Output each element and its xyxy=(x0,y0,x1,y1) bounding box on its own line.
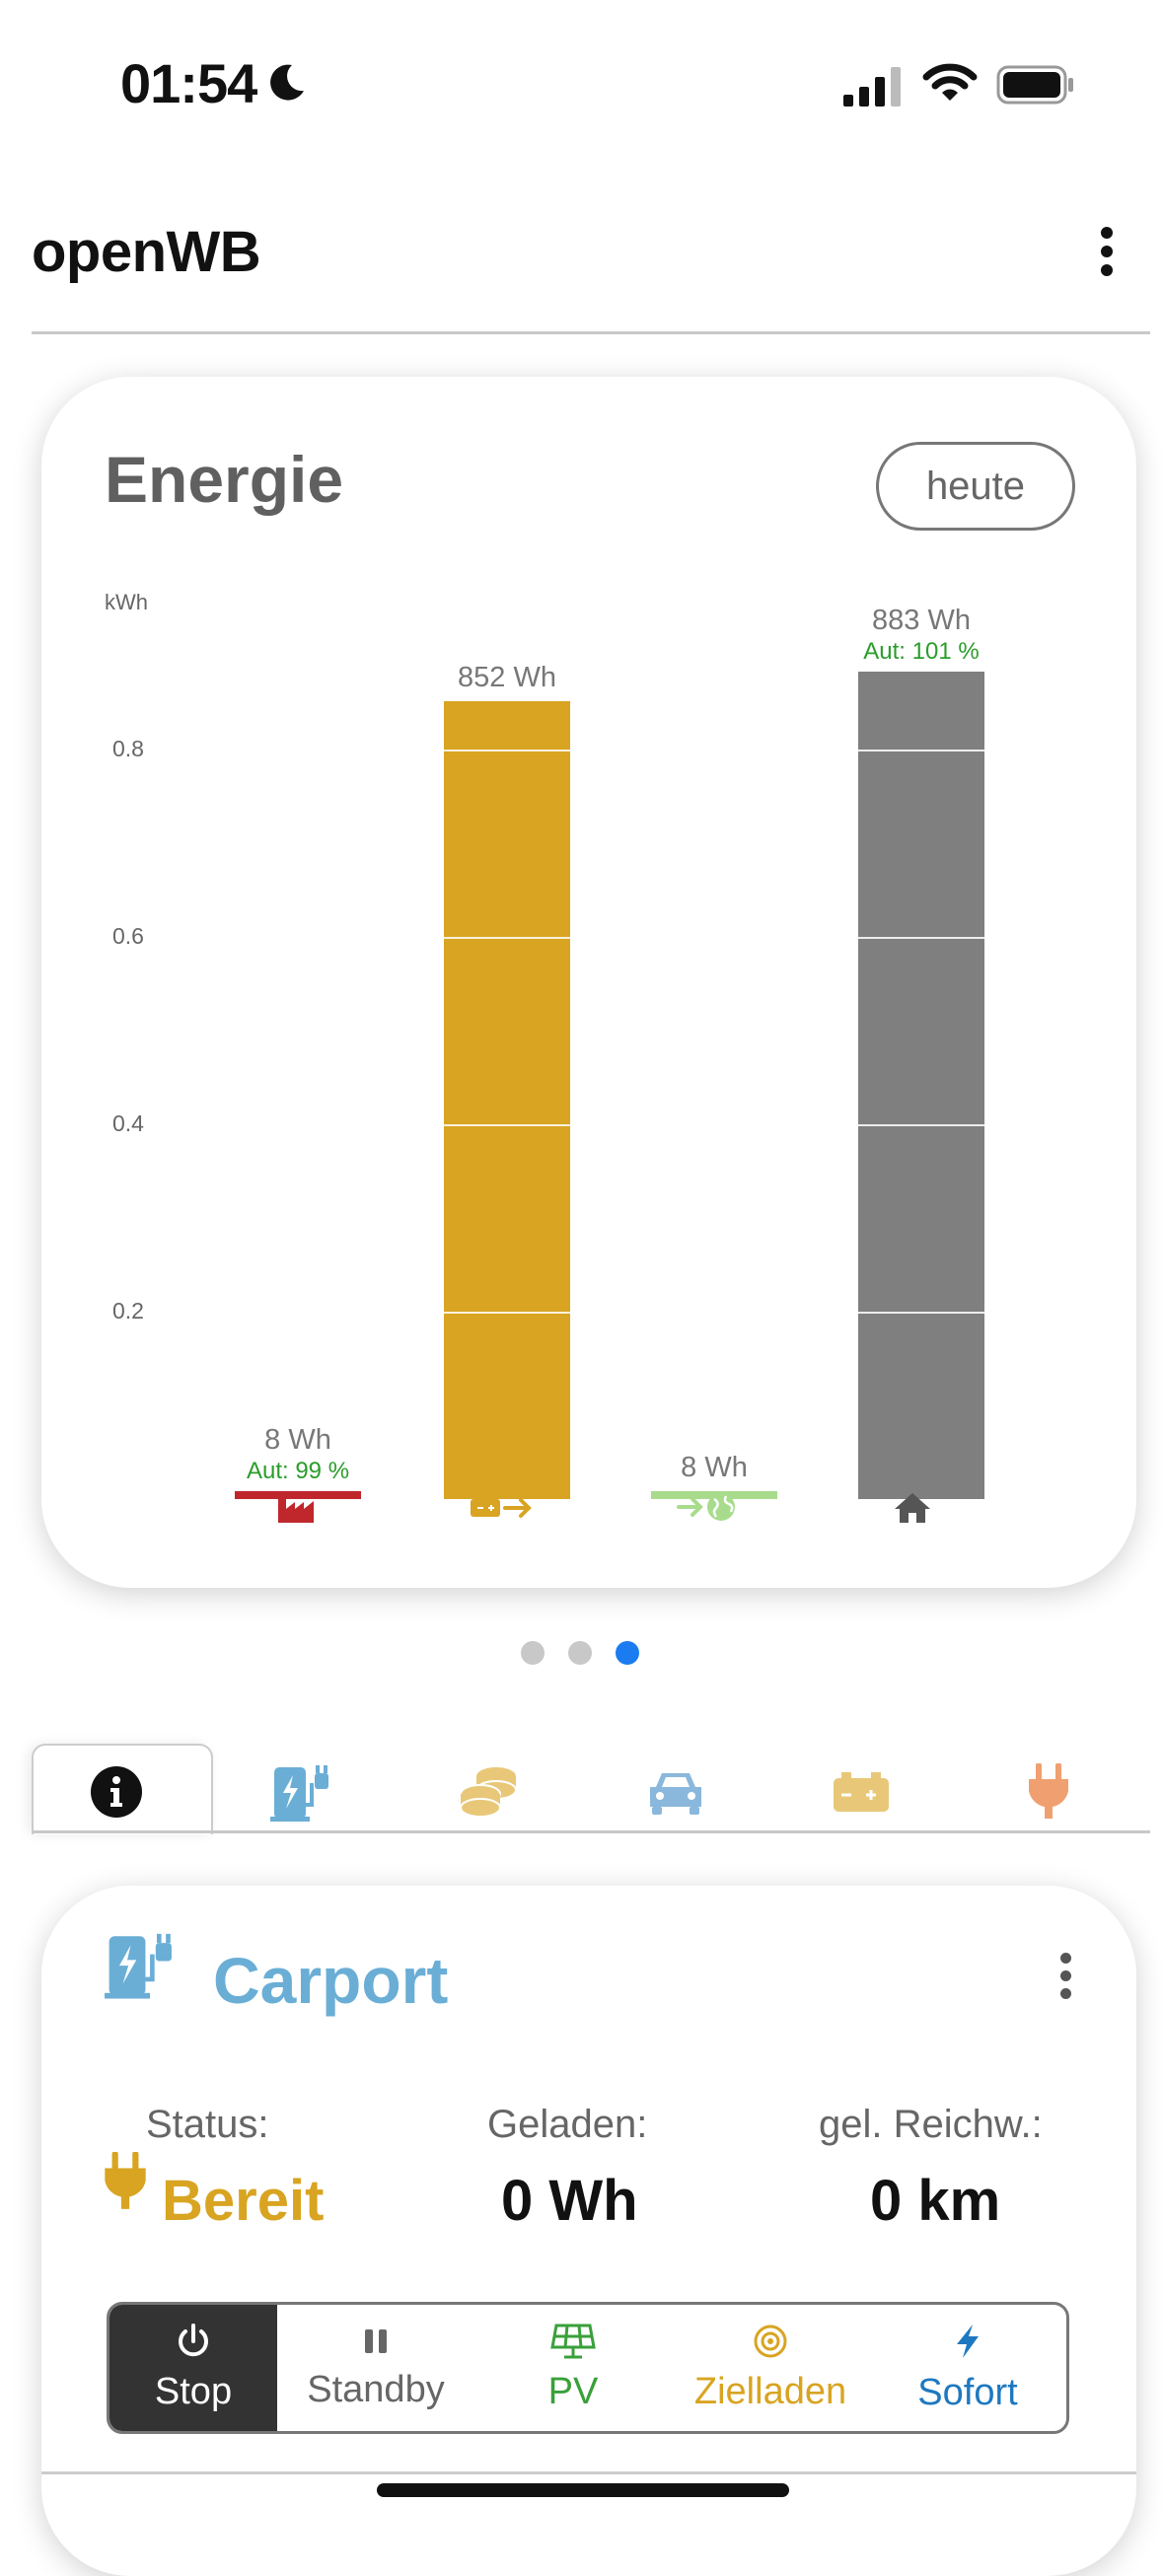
mode-stop-label: Stop xyxy=(154,2370,233,2412)
mode-target-label: Zielladen xyxy=(693,2370,847,2412)
charge-point-icon xyxy=(105,1933,172,1999)
plug-icon xyxy=(105,2152,146,2209)
chargepoint-card xyxy=(41,1886,1136,2576)
power-icon xyxy=(179,2323,208,2356)
charge-point-icon xyxy=(270,1765,328,1822)
charge-mode-selector: Stop Standby PV Zielladen Sofort xyxy=(107,2302,1069,2434)
tab-info-icon[interactable] xyxy=(82,1757,151,1826)
mode-standby-label: Standby xyxy=(307,2368,445,2410)
gridline xyxy=(444,937,570,939)
tab-charge-points[interactable] xyxy=(268,1757,337,1826)
gridline xyxy=(444,750,570,751)
battery-export-icon xyxy=(471,1495,532,1518)
pager-dot[interactable] xyxy=(568,1641,592,1665)
tab-batteries[interactable] xyxy=(827,1757,896,1826)
gridline xyxy=(444,1312,570,1314)
status-label: Status: xyxy=(146,2103,269,2146)
range-label: gel. Reichw.: xyxy=(819,2103,1043,2146)
mode-standby-button[interactable]: Standby xyxy=(277,2305,474,2431)
gridline xyxy=(858,1124,984,1126)
chargepoint-title: Carport xyxy=(213,1944,449,2017)
coins-icon xyxy=(460,1767,517,1818)
y-tick-label: 0.2 xyxy=(112,1298,144,1324)
solar-panel-icon xyxy=(550,2324,596,2358)
bar-value-label: 883 Wh xyxy=(872,605,971,637)
y-tick-label: 0.6 xyxy=(112,923,144,949)
mode-stop-button[interactable]: Stop xyxy=(109,2305,277,2431)
y-axis-unit: kWh xyxy=(105,590,148,614)
plug-icon xyxy=(1029,1763,1068,1819)
tab-costs[interactable] xyxy=(454,1757,523,1826)
header-divider xyxy=(32,331,1150,334)
charged-label: Geladen: xyxy=(487,2103,648,2146)
mode-target-button[interactable]: Zielladen xyxy=(672,2305,869,2431)
battery-status-icon xyxy=(996,65,1073,105)
status-value: Bereit xyxy=(162,2169,325,2233)
energy-bar xyxy=(235,1491,361,1499)
energy-bar xyxy=(444,700,570,1499)
mode-pv-label: PV xyxy=(547,2370,599,2412)
factory-icon xyxy=(278,1499,314,1523)
app-title: openWB xyxy=(32,220,261,284)
mode-instant-label: Sofort xyxy=(917,2371,1018,2413)
gridline xyxy=(444,1124,570,1126)
bar-value-label: 8 Wh xyxy=(264,1424,331,1457)
tab-vehicles[interactable] xyxy=(641,1757,710,1826)
bar-autarky-label: Aut: 101 % xyxy=(863,638,980,666)
gridline xyxy=(858,937,984,939)
more-menu-icon[interactable] xyxy=(1095,227,1119,276)
y-tick-label: 0.4 xyxy=(112,1110,144,1136)
y-tick-label: 0.8 xyxy=(112,736,144,761)
bar-value-label: 8 Wh xyxy=(681,1452,748,1484)
car-icon xyxy=(650,1773,701,1815)
range-button[interactable]: heute xyxy=(876,442,1075,531)
house-icon xyxy=(895,1493,930,1523)
grid-export-icon xyxy=(677,1493,735,1521)
energy-bar xyxy=(858,672,984,1499)
tab-smart-home[interactable] xyxy=(1014,1757,1083,1826)
gridline xyxy=(858,1312,984,1314)
target-icon xyxy=(754,2325,787,2357)
pause-icon xyxy=(365,2328,387,2353)
bar-value-label: 852 Wh xyxy=(458,661,556,693)
moon-icon xyxy=(270,64,304,101)
bar-autarky-label: Aut: 99 % xyxy=(246,1458,350,1485)
status-time: 01:54 xyxy=(120,52,257,114)
battery-icon xyxy=(834,1772,889,1812)
mode-instant-button[interactable]: Sofort xyxy=(869,2305,1066,2431)
mode-pv-button[interactable]: PV xyxy=(474,2305,672,2431)
pager-dot[interactable] xyxy=(521,1641,545,1665)
gridline xyxy=(858,750,984,751)
energy-card-title: Energie xyxy=(105,443,344,516)
charged-value: 0 Wh xyxy=(501,2169,638,2233)
bolt-icon xyxy=(957,2324,979,2358)
info-icon xyxy=(91,1766,142,1818)
wifi-icon xyxy=(922,63,978,101)
cellular-signal-icon xyxy=(843,67,901,107)
tabs-divider xyxy=(32,1830,1150,1833)
range-value: 0 km xyxy=(870,2169,1001,2233)
card-divider xyxy=(41,2471,1136,2474)
home-indicator[interactable] xyxy=(377,2483,789,2497)
pager-dot[interactable] xyxy=(616,1641,639,1665)
chargepoint-menu-icon[interactable] xyxy=(1055,1953,1075,2006)
